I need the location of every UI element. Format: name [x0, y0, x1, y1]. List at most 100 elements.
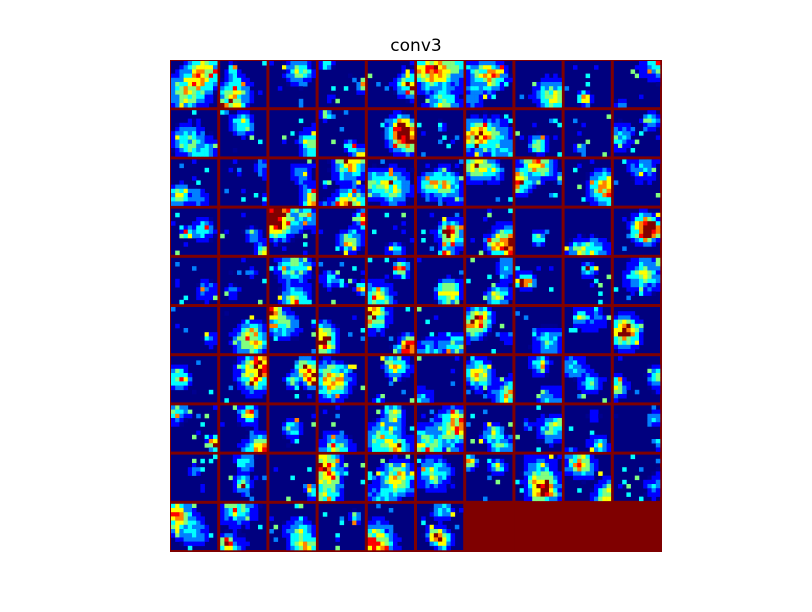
- feature-map-tile: [220, 307, 267, 354]
- feature-map-tile: [417, 454, 464, 501]
- feature-map-tile: [367, 454, 415, 502]
- feature-map-tile: [417, 356, 464, 403]
- feature-map-tile: [269, 356, 316, 403]
- feature-map-tile: [613, 61, 661, 108]
- feature-map-tile: [367, 405, 415, 452]
- feature-map-tile: [171, 159, 218, 206]
- feature-map-tile: [318, 356, 366, 403]
- feature-map-tile: [466, 356, 513, 403]
- feature-map-tile: [367, 208, 415, 256]
- feature-map-tile: [466, 257, 513, 305]
- feature-map-tile: [171, 208, 218, 256]
- feature-map-tile: [171, 61, 218, 108]
- feature-map-tile: [417, 503, 464, 551]
- feature-map-tile: [613, 405, 661, 452]
- feature-map-tile: [220, 61, 267, 108]
- feature-map-tile: [613, 110, 661, 157]
- feature-map-tile: [269, 110, 316, 157]
- feature-map-tile: [564, 257, 612, 305]
- figure-title: conv3: [390, 36, 442, 56]
- feature-map-tile: [613, 356, 661, 403]
- feature-map-tile: [613, 257, 661, 304]
- feature-map-grid: [170, 60, 662, 552]
- feature-map-tile: [613, 208, 661, 255]
- feature-map-tile: [171, 454, 218, 501]
- feature-map-tile: [515, 208, 562, 255]
- feature-map-tile: [417, 257, 464, 305]
- feature-map-tile: [367, 356, 415, 403]
- feature-map-tile: [269, 503, 316, 551]
- feature-map-tile: [171, 503, 218, 551]
- feature-map-tile: [466, 208, 513, 256]
- feature-map-tile: [171, 356, 218, 403]
- feature-map-tile: [466, 307, 513, 354]
- feature-map-tile: [220, 405, 267, 452]
- feature-map-tile: [613, 454, 661, 502]
- feature-map-tile: [367, 159, 415, 206]
- feature-map-tile: [318, 61, 366, 108]
- feature-map-tile: [613, 159, 661, 206]
- feature-map-tile: [515, 257, 562, 304]
- feature-map-tile: [564, 307, 612, 354]
- feature-map-tile: [417, 61, 464, 108]
- feature-map-tile: [171, 110, 218, 157]
- feature-map-tile: [515, 110, 562, 157]
- feature-map-tile: [269, 257, 316, 305]
- feature-map-tile: [417, 110, 464, 157]
- feature-map-tile: [367, 307, 415, 354]
- feature-map-tile: [367, 503, 414, 551]
- feature-map-tile: [269, 405, 316, 452]
- feature-map-tile: [318, 405, 365, 452]
- feature-map-tile: [417, 307, 464, 354]
- feature-map-tile: [515, 307, 562, 354]
- feature-map-tile: [269, 208, 316, 256]
- feature-map-tile: [220, 257, 267, 305]
- feature-map-tile: [466, 159, 513, 206]
- feature-map-tile: [564, 159, 612, 206]
- feature-map-tile: [564, 356, 611, 403]
- feature-map-tile: [318, 454, 366, 502]
- feature-map-tile: [220, 159, 267, 206]
- feature-map-tile: [515, 454, 562, 502]
- feature-map-tile: [171, 307, 218, 354]
- empty-grid-cell: [465, 502, 515, 552]
- feature-map-mosaic: [170, 60, 662, 552]
- feature-map-tile: [466, 110, 513, 157]
- empty-grid-cell: [563, 502, 614, 552]
- feature-map-tile: [318, 159, 366, 206]
- feature-map-tile: [417, 208, 464, 256]
- feature-map-tile: [515, 159, 562, 206]
- feature-map-tile: [220, 208, 267, 256]
- feature-map-tile: [171, 405, 218, 452]
- feature-map-tile: [171, 257, 218, 305]
- feature-map-tile: [613, 307, 660, 354]
- feature-map-tile: [318, 503, 365, 551]
- feature-map-tile: [269, 454, 316, 502]
- empty-grid-cell: [612, 502, 662, 552]
- feature-map-tile: [269, 307, 316, 354]
- feature-map-tile: [367, 110, 415, 157]
- feature-map-tile: [564, 405, 612, 452]
- feature-map-tile: [269, 61, 316, 108]
- feature-map-tile: [318, 208, 366, 256]
- feature-map-tile: [220, 356, 267, 403]
- feature-map-tile: [564, 208, 612, 256]
- feature-map-tile: [466, 454, 513, 502]
- feature-map-tile: [220, 454, 267, 502]
- feature-map-tile: [564, 61, 611, 108]
- feature-map-tile: [515, 356, 562, 403]
- feature-map-tile: [318, 307, 366, 354]
- feature-map-tile: [318, 110, 366, 157]
- empty-grid-cell: [514, 502, 565, 552]
- feature-map-tile: [564, 454, 612, 502]
- feature-map-tile: [466, 405, 513, 452]
- feature-map-tile: [269, 159, 316, 206]
- feature-map-tile: [515, 405, 562, 452]
- feature-map-tile: [318, 257, 366, 305]
- feature-map-tile: [515, 61, 562, 108]
- feature-map-tile: [417, 405, 464, 452]
- feature-map-tile: [220, 110, 267, 157]
- feature-map-tile: [367, 257, 414, 305]
- feature-map-tile: [220, 503, 267, 551]
- feature-map-tile: [564, 110, 612, 157]
